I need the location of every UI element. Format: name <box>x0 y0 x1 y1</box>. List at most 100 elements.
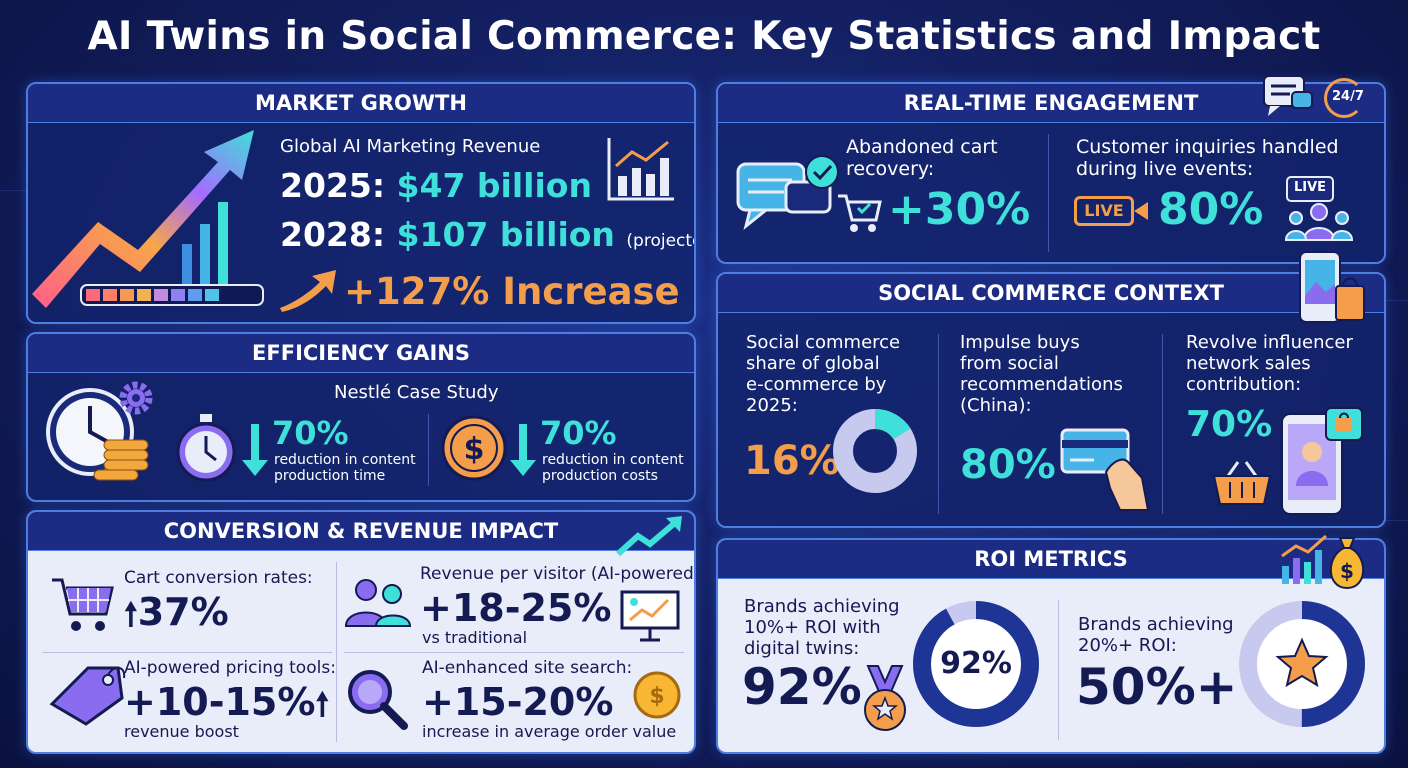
share-label-4: 2025: <box>746 395 798 416</box>
magnifier-icon <box>348 670 408 730</box>
roi20-ring <box>1239 601 1365 727</box>
svg-text:$: $ <box>649 684 664 709</box>
market-row-2025: 2025: $47 billion <box>280 166 592 205</box>
year-2025: 2025: <box>280 166 386 205</box>
down-arrow-icon <box>242 424 268 476</box>
audience-icon <box>1284 203 1354 241</box>
share-label-2: share of global <box>746 353 880 374</box>
shopping-bag-icon <box>1335 277 1365 321</box>
dollar-coin-icon: $ <box>633 671 681 719</box>
presentation-chart-icon <box>620 590 680 642</box>
pricing-label: AI-powered pricing tools: <box>124 658 336 678</box>
share-label-3: e-commerce by <box>746 374 887 395</box>
revenue-2025: $47 billion <box>396 166 592 205</box>
search-label: AI-enhanced site search: <box>422 658 633 678</box>
progress-bar-icon <box>80 284 264 306</box>
stopwatch-icon <box>176 414 236 482</box>
rpv-value: +18-25% <box>420 586 612 630</box>
case-study-label: Nestlé Case Study <box>334 382 499 403</box>
impulse-label-3: recommendations <box>960 374 1123 395</box>
star-icon <box>1275 637 1329 688</box>
chat-bubbles-icon <box>1263 75 1313 116</box>
up-arrow-icon: 🠕 <box>124 595 138 633</box>
credit-card-hand-icon <box>1060 428 1150 511</box>
context-heading: SOCIAL COMMERCE CONTEXT <box>718 274 1384 313</box>
inquiries-label-2: during live events: <box>1076 158 1254 180</box>
rising-arrow-icon <box>32 130 254 308</box>
abandoned-cart-label-2: recovery: <box>846 158 935 180</box>
growth-chart-icon <box>1281 534 1327 584</box>
market-growth-panel: MARKET GROWTH Global AI Marketing Revenu… <box>26 82 696 324</box>
live-badge: LIVE <box>1074 196 1134 226</box>
phone-influencer-icon <box>1281 407 1363 515</box>
efficiency-time-value: 70% <box>272 414 349 452</box>
up-arrow-icon: 🠕 <box>315 685 330 723</box>
share-label-1: Social commerce <box>746 332 901 353</box>
clock-icon <box>46 388 149 481</box>
revolve-label-2: network sales <box>1186 353 1311 374</box>
coins-icon <box>93 439 149 481</box>
svg-text:$: $ <box>1340 559 1354 583</box>
roi-heading: ROI METRICS <box>718 540 1384 579</box>
shopping-bag-icon <box>1325 407 1363 441</box>
pricing-note: revenue boost <box>124 722 239 741</box>
shopping-cart-icon <box>52 578 114 631</box>
impulse-label-1: Impulse buys <box>960 332 1080 353</box>
inquiries-label-1: Customer inquiries handled <box>1076 136 1339 158</box>
revolve-value: 70% <box>1186 404 1273 445</box>
live-camera-icon: LIVE <box>1074 196 1148 228</box>
roi10-label-3: digital twins: <box>744 638 860 659</box>
money-bag-icon: $ <box>1329 537 1365 590</box>
revolve-label-1: Revolve influencer <box>1186 332 1353 353</box>
search-value: +15-20% <box>422 680 614 724</box>
svg-text:$: $ <box>464 432 485 467</box>
badge-247: 24/7 <box>1332 89 1364 104</box>
impulse-label-4: (China): <box>960 395 1032 416</box>
roi10-value: 92% <box>742 658 862 716</box>
donut-chart-icon <box>833 409 917 493</box>
conversion-heading: CONVERSION & REVENUE IMPACT <box>28 512 694 551</box>
pricing-value: +10-15%🠕 <box>124 680 329 736</box>
roi10-label-1: Brands achieving <box>744 596 900 617</box>
chat-bubbles-icon <box>736 155 839 230</box>
share-value: 16% <box>744 438 840 484</box>
abandoned-cart-value: +30% <box>888 184 1031 235</box>
inquiries-value: 80% <box>1158 184 1264 235</box>
engagement-panel: REAL-TIME ENGAGEMENT Abandoned cart reco… <box>716 82 1386 264</box>
phone-icon: 24/7 <box>1318 78 1368 118</box>
medal-icon <box>864 665 906 731</box>
up-arrow-icon <box>280 270 336 312</box>
roi-panel: ROI METRICS Brands achieving 10%+ ROI wi… <box>716 538 1386 754</box>
abandoned-cart-label-1: Abandoned cart <box>846 136 998 158</box>
impulse-value: 80% <box>960 442 1056 488</box>
efficiency-panel: EFFICIENCY GAINS Nestlé Case Study 70% r… <box>26 332 696 502</box>
page-title: AI Twins in Social Commerce: Key Statist… <box>87 14 1321 59</box>
year-2028: 2028: <box>280 215 386 254</box>
market-subtitle: Global AI Marketing Revenue <box>280 136 541 157</box>
efficiency-time-label-2: production time <box>274 468 386 484</box>
roi10-ring <box>913 601 1039 727</box>
price-tag-icon <box>49 666 126 726</box>
users-icon <box>344 579 412 627</box>
cart-icon <box>838 194 882 232</box>
cart-conversion-label: Cart conversion rates: <box>124 568 313 588</box>
market-row-2028: 2028: $107 billion (projected) <box>280 215 694 254</box>
projected-note: (projected) <box>626 231 694 251</box>
context-panel: SOCIAL COMMERCE CONTEXT Social commerce … <box>716 272 1386 528</box>
revenue-2028: $107 billion <box>396 215 615 254</box>
increase-value: +127% Increase <box>344 270 680 313</box>
roi20-label-2: 20%+ ROI: <box>1078 635 1177 656</box>
impulse-label-2: from social <box>960 353 1059 374</box>
dollar-coin-icon: $ <box>441 415 507 481</box>
down-arrow-icon <box>510 424 536 476</box>
roi10-ring-value: 92% <box>940 646 1012 681</box>
phone-photo-icon <box>1299 251 1365 323</box>
efficiency-cost-label-1: reduction in content <box>542 452 684 468</box>
efficiency-time-label-1: reduction in content <box>274 452 416 468</box>
roi20-label-1: Brands achieving <box>1078 614 1234 635</box>
roi10-label-2: 10%+ ROI with <box>744 617 881 638</box>
live-badge-small: LIVE <box>1286 176 1334 202</box>
conversion-panel: CONVERSION & REVENUE IMPACT Cart convers… <box>26 510 696 754</box>
cart-conversion-number: 37% <box>137 590 229 634</box>
shopping-basket-icon <box>1212 461 1272 505</box>
